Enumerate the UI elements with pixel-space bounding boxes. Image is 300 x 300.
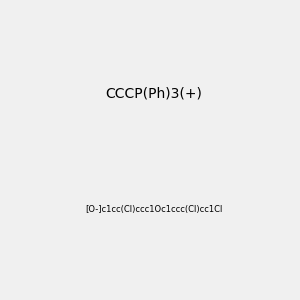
Text: CCCP(Ph)3(+): CCCP(Ph)3(+) (105, 87, 202, 101)
Text: [O-]c1cc(Cl)ccc1Oc1ccc(Cl)cc1Cl: [O-]c1cc(Cl)ccc1Oc1ccc(Cl)cc1Cl (85, 205, 222, 214)
